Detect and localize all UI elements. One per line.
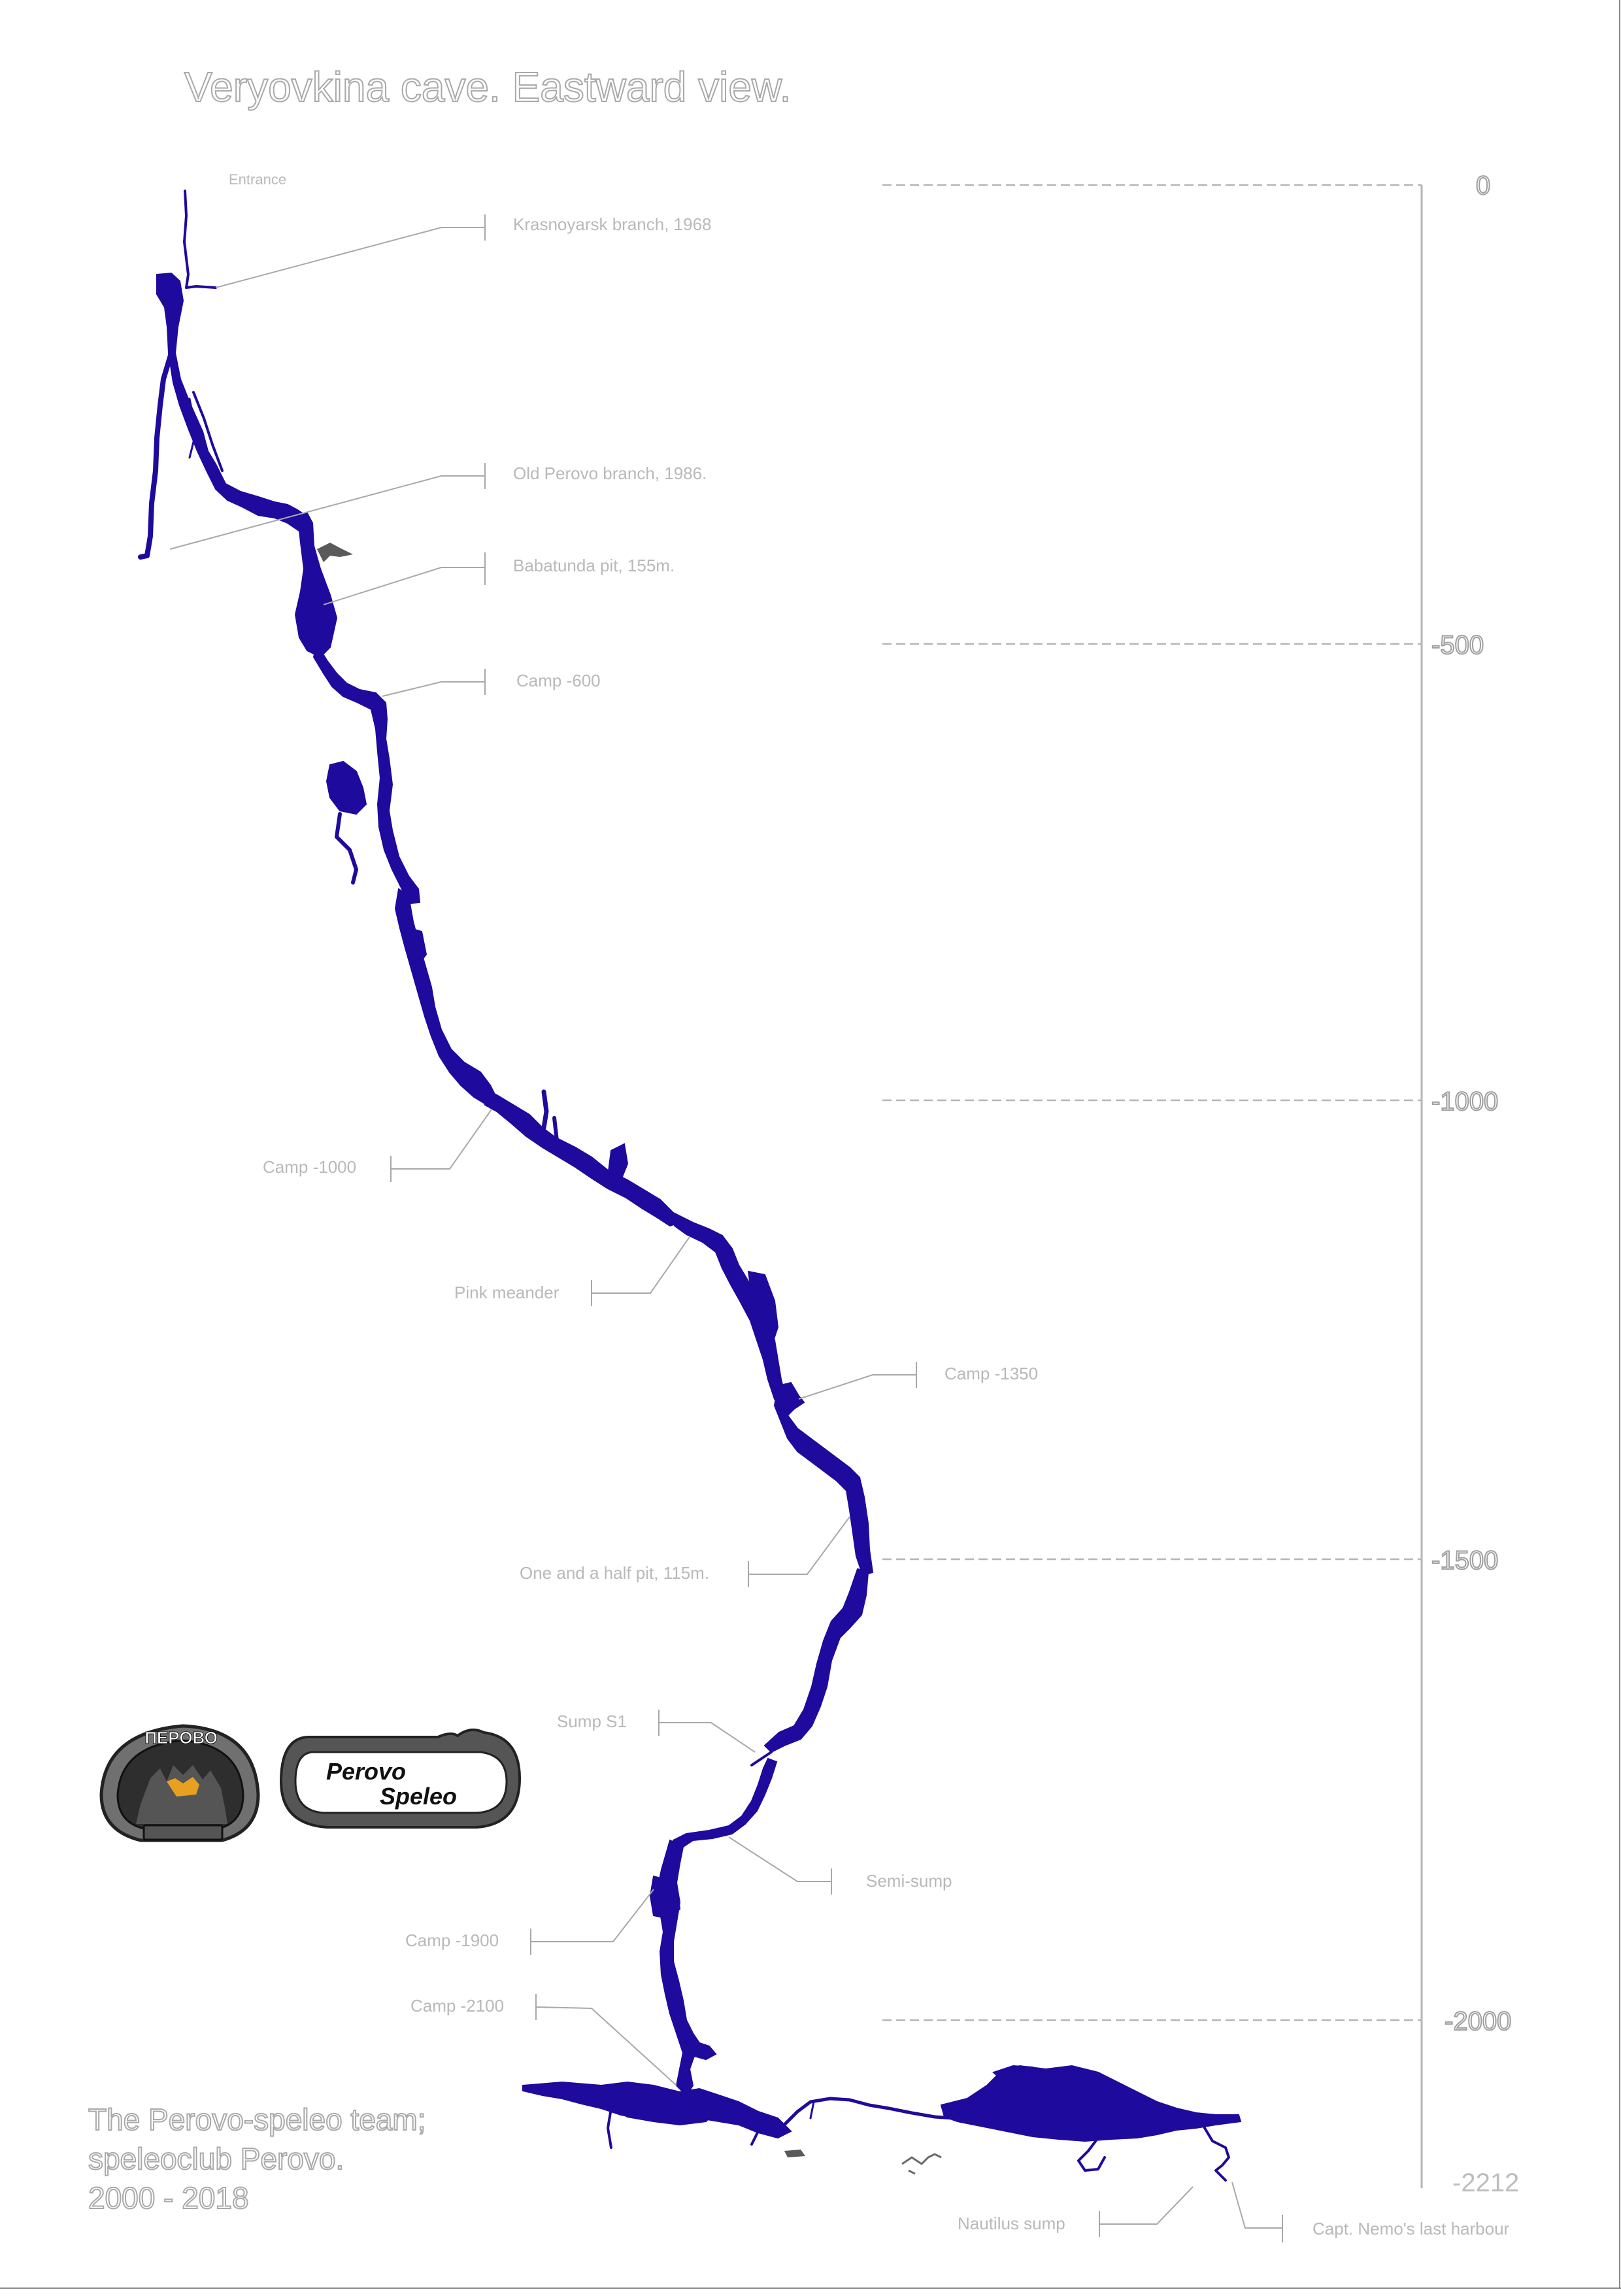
cave-pits-section: [394, 888, 498, 1106]
emblem-base-stone: [142, 1824, 224, 1841]
cave-camp-1350: [773, 1381, 874, 1577]
cave-bottom-drop-b: [750, 2130, 760, 2146]
cave-one-half-pit: [763, 1568, 869, 1753]
page-title: Veryovkina cave. Eastward view.: [184, 63, 791, 110]
credits-block: The Perovo-speleo team; speleoclub Perov…: [88, 2102, 427, 2216]
cave-nemo-hall: [940, 2065, 1242, 2142]
leader-nemo: [1231, 2182, 1283, 2242]
cave-grey-passage: [901, 2153, 942, 2165]
cave-bottom-link: [782, 2097, 956, 2127]
cave-passage-600: [312, 642, 421, 905]
label-sump-s1: Sump S1: [557, 1712, 627, 1731]
depth-label-0: 0: [1476, 171, 1490, 200]
label-camp-2100: Camp -2100: [410, 1996, 504, 2016]
label-semi-sump: Semi-sump: [866, 1871, 952, 1891]
cave-aven-1000b: [552, 1116, 559, 1143]
leader-one-half-pit: [748, 1516, 850, 1587]
label-camp-600: Camp -600: [516, 671, 601, 690]
emblem-fire-glow: [167, 1777, 199, 1797]
speleo-logo-line1: Perovo: [326, 1758, 406, 1785]
cave-chamber-1000: [607, 1143, 629, 1181]
label-one-half-pit: One and a half pit, 115m.: [520, 1563, 709, 1583]
leader-camp-1350: [798, 1362, 917, 1400]
cave-meander-chamber: [747, 1270, 779, 1348]
credits-line-3: 2000 - 2018: [88, 2181, 249, 2215]
speleo-logo-inner: [294, 1751, 508, 1814]
leader-krasnoyarsk: [215, 214, 486, 288]
cave-nemo-dome: [992, 2065, 1047, 2088]
leader-camp-1900: [530, 1889, 654, 1955]
leader-babatunda: [323, 552, 486, 605]
cave-nemo-branch: [1201, 2123, 1230, 2182]
cave-nautilus-branch: [1077, 2136, 1106, 2172]
perovo-speleo-logo: Perovo Speleo: [279, 1729, 522, 1829]
cave-grey-passage-b: [908, 2169, 916, 2175]
depth-label-1500: -1500: [1431, 1546, 1498, 1575]
cave-aven-1000: [541, 1089, 549, 1130]
label-nautilus: Nautilus sump: [958, 2214, 1065, 2233]
label-camp-1350: Camp -1350: [944, 1364, 1038, 1383]
perovo-emblem-logo: ПЕРОВО: [99, 1724, 260, 1842]
cave-sump-s1: [750, 1751, 773, 1766]
depth-label-1000: -1000: [1431, 1087, 1498, 1116]
cave-babatunda-pit: [294, 513, 338, 658]
depth-label-500: -500: [1431, 631, 1484, 660]
cave-bottom-grey-chamber: [784, 2150, 805, 2157]
cave-side-passage-b: [188, 397, 197, 459]
depth-label-2000: -2000: [1445, 2007, 1511, 2036]
leader-semi-sump: [728, 1836, 832, 1895]
leader-camp-600: [382, 669, 486, 697]
leader-nautilus: [1099, 2186, 1194, 2237]
label-nemo: Capt. Nemo's last harbour: [1312, 2219, 1510, 2238]
depth-scale: 0 -500 -1000 -1500 -2000 -2212: [882, 171, 1519, 2197]
cave-upper-passage: [156, 272, 314, 534]
cave-camp-1900-chamber: [649, 1875, 681, 1920]
cave-passage-1000: [482, 1087, 681, 1227]
cave-old-perovo-branch: [138, 350, 174, 560]
cave-semi-sump-passage: [673, 1757, 778, 1850]
leader-camp-1000: [390, 1109, 492, 1182]
cave-passage-profile: [138, 190, 1242, 2182]
label-old-perovo: Old Perovo branch, 1986.: [513, 464, 707, 483]
cave-camp-600-chamber: [326, 760, 367, 815]
credits-line-2: speleoclub Perovo.: [88, 2142, 344, 2176]
leader-old-perovo: [169, 463, 486, 550]
label-camp-1900: Camp -1900: [405, 1931, 499, 1950]
cave-camp-1900: [656, 1839, 717, 2097]
leader-camp-2100: [535, 1994, 677, 2086]
depth-label-bottom: -2212: [1452, 2169, 1519, 2197]
cave-camp-600-side: [335, 812, 358, 885]
cave-bottom-west-drop: [607, 2107, 612, 2149]
cave-side-chamber-grey: [317, 543, 353, 562]
label-pink-meander: Pink meander: [454, 1283, 560, 1302]
credits-line-1: The Perovo-speleo team;: [88, 2102, 426, 2136]
leader-sump-s1: [658, 1710, 756, 1753]
cave-entrance-shaft: [183, 190, 217, 289]
annotations: Entrance Krasnoyarsk branch, 1968 Old Pe…: [169, 171, 1510, 2242]
speleo-logo-line2: Speleo: [380, 1783, 457, 1810]
label-camp-1000: Camp -1000: [263, 1157, 356, 1177]
cave-bottom-hall: [607, 2087, 720, 2126]
cave-bottom-drop-c: [809, 2101, 815, 2119]
label-entrance: Entrance: [229, 171, 286, 188]
leader-pink-meander: [591, 1236, 690, 1306]
emblem-text: ПЕРОВО: [144, 1728, 218, 1747]
label-krasnoyarsk: Krasnoyarsk branch, 1968: [513, 214, 712, 234]
cave-side-passage-a: [192, 391, 224, 472]
label-babatunda: Babatunda pit, 155m.: [513, 556, 675, 575]
cave-pit-chamber-a: [410, 927, 427, 966]
